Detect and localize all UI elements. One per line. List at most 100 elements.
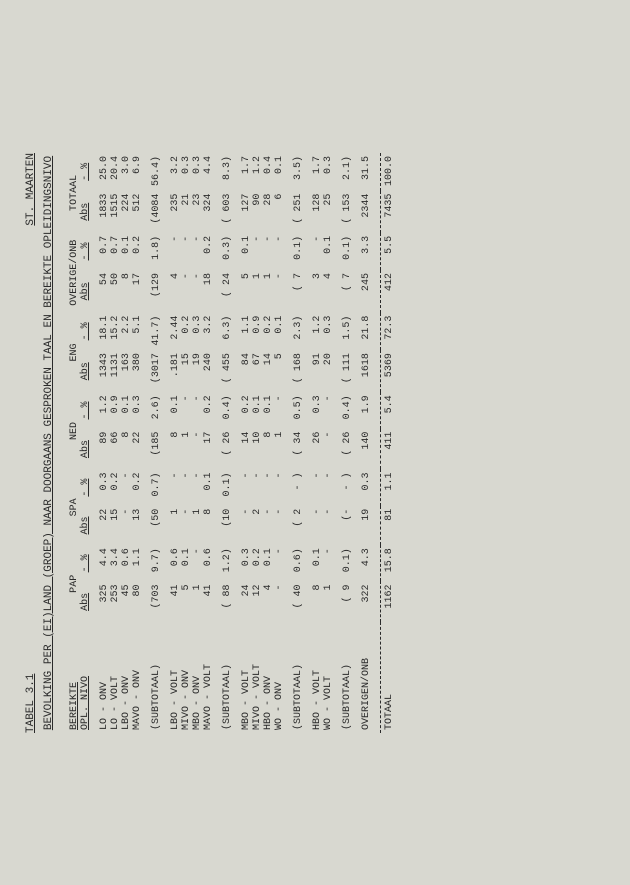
- cell: 18: [203, 270, 214, 313]
- cell: 5.4: [380, 392, 395, 428]
- table-row: MAVO - ONV801.1130.2220.33805.1170.25126…: [132, 153, 143, 733]
- table-row: OVERIGEN/ONB3224.3190.31401.9161821.8245…: [361, 153, 372, 733]
- cell: 84: [241, 350, 252, 392]
- cell: -: [170, 232, 181, 269]
- cell: 3.5): [293, 153, 304, 191]
- cell: ( 34: [293, 428, 304, 469]
- cell: ( 153: [342, 190, 353, 232]
- row-label: (SUBTOTAAL): [151, 622, 162, 733]
- cell: 0.2: [241, 392, 252, 428]
- cell: 24: [241, 581, 252, 622]
- cell: 1131: [110, 350, 121, 392]
- table-header: BEREIKTE PAP SPA NED ENG OVERIGE/ONB TOT…: [69, 153, 91, 733]
- cell: 0.3: [99, 469, 110, 505]
- cell: -: [192, 270, 203, 313]
- cell: 4: [263, 581, 274, 622]
- colgroup-spa: SPA: [69, 469, 80, 545]
- cell: (-: [342, 505, 353, 545]
- cell: 8: [121, 428, 132, 469]
- table-row: LO - VOLT2533.4150.2660.9113115.2500.715…: [110, 153, 121, 733]
- gap-row: [214, 153, 222, 733]
- cell: 23: [192, 190, 203, 232]
- cell: -: [121, 505, 132, 545]
- cell: 3.3: [361, 232, 372, 269]
- cell: ( 111: [342, 350, 353, 392]
- table-row: MBO - VOLT240.3--140.2841.150.11271.7: [241, 153, 252, 733]
- cell: -: [263, 505, 274, 545]
- cell: 21.8: [361, 312, 372, 350]
- cell: 0.6: [170, 545, 181, 581]
- cell: ( 251: [293, 190, 304, 232]
- cell: -: [274, 469, 285, 505]
- cell: 13: [132, 505, 143, 545]
- cell: (10: [222, 505, 233, 545]
- cell: -: [192, 469, 203, 505]
- cell: (3017: [151, 350, 162, 392]
- cell: 18.1: [99, 312, 110, 350]
- cell: -: [274, 545, 285, 581]
- table-row: MIVO - ONV50.1--1-150.2--210.3: [181, 153, 192, 733]
- cell: 28: [263, 190, 274, 232]
- cell: 1.9: [361, 392, 372, 428]
- row-label: LBO - VOLT: [170, 622, 181, 733]
- cell: -: [252, 232, 263, 269]
- cell: 12: [252, 581, 263, 622]
- cell: 0.2: [203, 232, 214, 269]
- colgroup-pap: PAP: [69, 545, 80, 622]
- cell: 5369: [380, 350, 395, 392]
- cell: -: [121, 469, 132, 505]
- cell: 0.3: [181, 153, 192, 191]
- cell: 21: [181, 190, 192, 232]
- table-row: LO - ONV3254.4220.3891.2134318.1540.7183…: [99, 153, 110, 733]
- cell: 1.2: [252, 153, 263, 191]
- cell: 140: [361, 428, 372, 469]
- cell: 0.1: [181, 545, 192, 581]
- cell: 6.9: [132, 153, 143, 191]
- cell: (129: [151, 270, 162, 313]
- cell: 0.3: [192, 153, 203, 191]
- cell: 412: [380, 270, 395, 313]
- cell: 1: [274, 428, 285, 469]
- colgroup-overige: OVERIGE/ONB: [69, 232, 80, 312]
- cell: 1.5): [342, 312, 353, 350]
- table-row: HBO - ONV40.1--80.1140.21-280.4: [263, 153, 274, 733]
- cell: -: [181, 270, 192, 313]
- cell: 3.0: [121, 153, 132, 191]
- cell: 0.1: [263, 392, 274, 428]
- cell: 0.1): [342, 232, 353, 269]
- cell: 0.3: [132, 392, 143, 428]
- cell: 253: [110, 581, 121, 622]
- cell: ( 26: [222, 428, 233, 469]
- cell: 127: [241, 190, 252, 232]
- cell: 1: [170, 505, 181, 545]
- cell: 0.1: [323, 232, 334, 269]
- cell: 0.2: [132, 469, 143, 505]
- row-label: WO - VOLT: [323, 622, 334, 733]
- cell: 0.1): [222, 469, 233, 505]
- cell: 54: [99, 270, 110, 313]
- cell: 0.6: [203, 545, 214, 581]
- row-label: TOTAAL: [380, 622, 395, 733]
- cell: 0.4: [263, 153, 274, 191]
- cell: 5: [181, 581, 192, 622]
- table-body: LO - ONV3254.4220.3891.2134318.1540.7183…: [91, 153, 395, 733]
- cell: 8: [312, 581, 323, 622]
- cell: 41: [203, 581, 214, 622]
- cell: 322: [361, 581, 372, 622]
- cell: 0.6: [121, 545, 132, 581]
- cell: 235: [170, 190, 181, 232]
- cell: 5.1: [132, 312, 143, 350]
- cell: 91: [312, 350, 323, 392]
- cell: -: [181, 505, 192, 545]
- cell: 0.3): [222, 232, 233, 269]
- cell: -: [312, 232, 323, 269]
- cell: 0.4): [342, 392, 353, 428]
- cell: ( 40: [293, 581, 304, 622]
- cell: 3: [312, 270, 323, 313]
- cell: 1833: [99, 190, 110, 232]
- cell: 1: [263, 270, 274, 313]
- gap-row: [304, 153, 312, 733]
- cell: 3.2: [170, 153, 181, 191]
- gap-row: [372, 153, 380, 733]
- row-label: (SUBTOTAAL): [293, 622, 304, 733]
